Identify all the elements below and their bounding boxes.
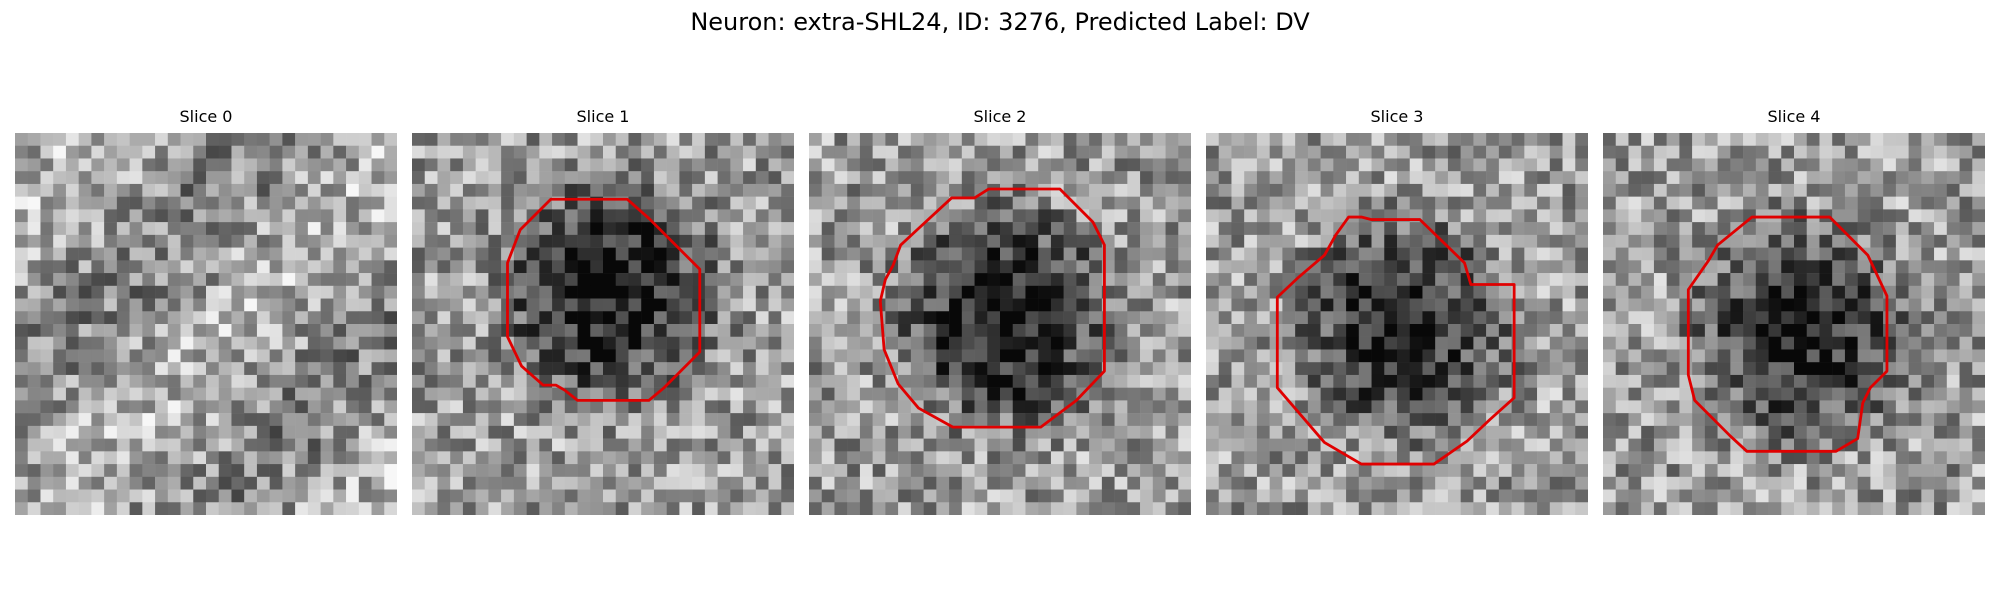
figure-title: Neuron: extra-SHL24, ID: 3276, Predicted… <box>690 8 1310 36</box>
segmentation-contour <box>1686 215 1889 453</box>
segmentation-contour <box>1275 215 1516 466</box>
slice-panel-2: Slice 2 <box>809 107 1191 515</box>
pixel-grid <box>15 133 397 515</box>
slice-title: Slice 0 <box>179 107 233 126</box>
slice-image <box>412 133 794 515</box>
slice-panel-3: Slice 3 <box>1206 107 1588 515</box>
slice-title: Slice 2 <box>973 107 1027 126</box>
pixel-grid <box>809 133 1191 515</box>
slice-title: Slice 3 <box>1370 107 1424 126</box>
slice-panel-0: Slice 0 <box>15 107 397 515</box>
pixel-grid <box>1206 133 1588 515</box>
slice-panel-1: Slice 1 <box>412 107 794 515</box>
slice-image <box>15 133 397 515</box>
slice-image <box>1603 133 1985 515</box>
slice-title: Slice 4 <box>1767 107 1821 126</box>
slice-image <box>809 133 1191 515</box>
slice-panel-4: Slice 4 <box>1603 107 1985 515</box>
pixel-grid <box>1603 133 1985 515</box>
slice-title: Slice 1 <box>576 107 630 126</box>
pixel-grid <box>412 133 794 515</box>
slice-image <box>1206 133 1588 515</box>
segmentation-contour <box>506 197 702 402</box>
segmentation-contour <box>878 187 1106 429</box>
